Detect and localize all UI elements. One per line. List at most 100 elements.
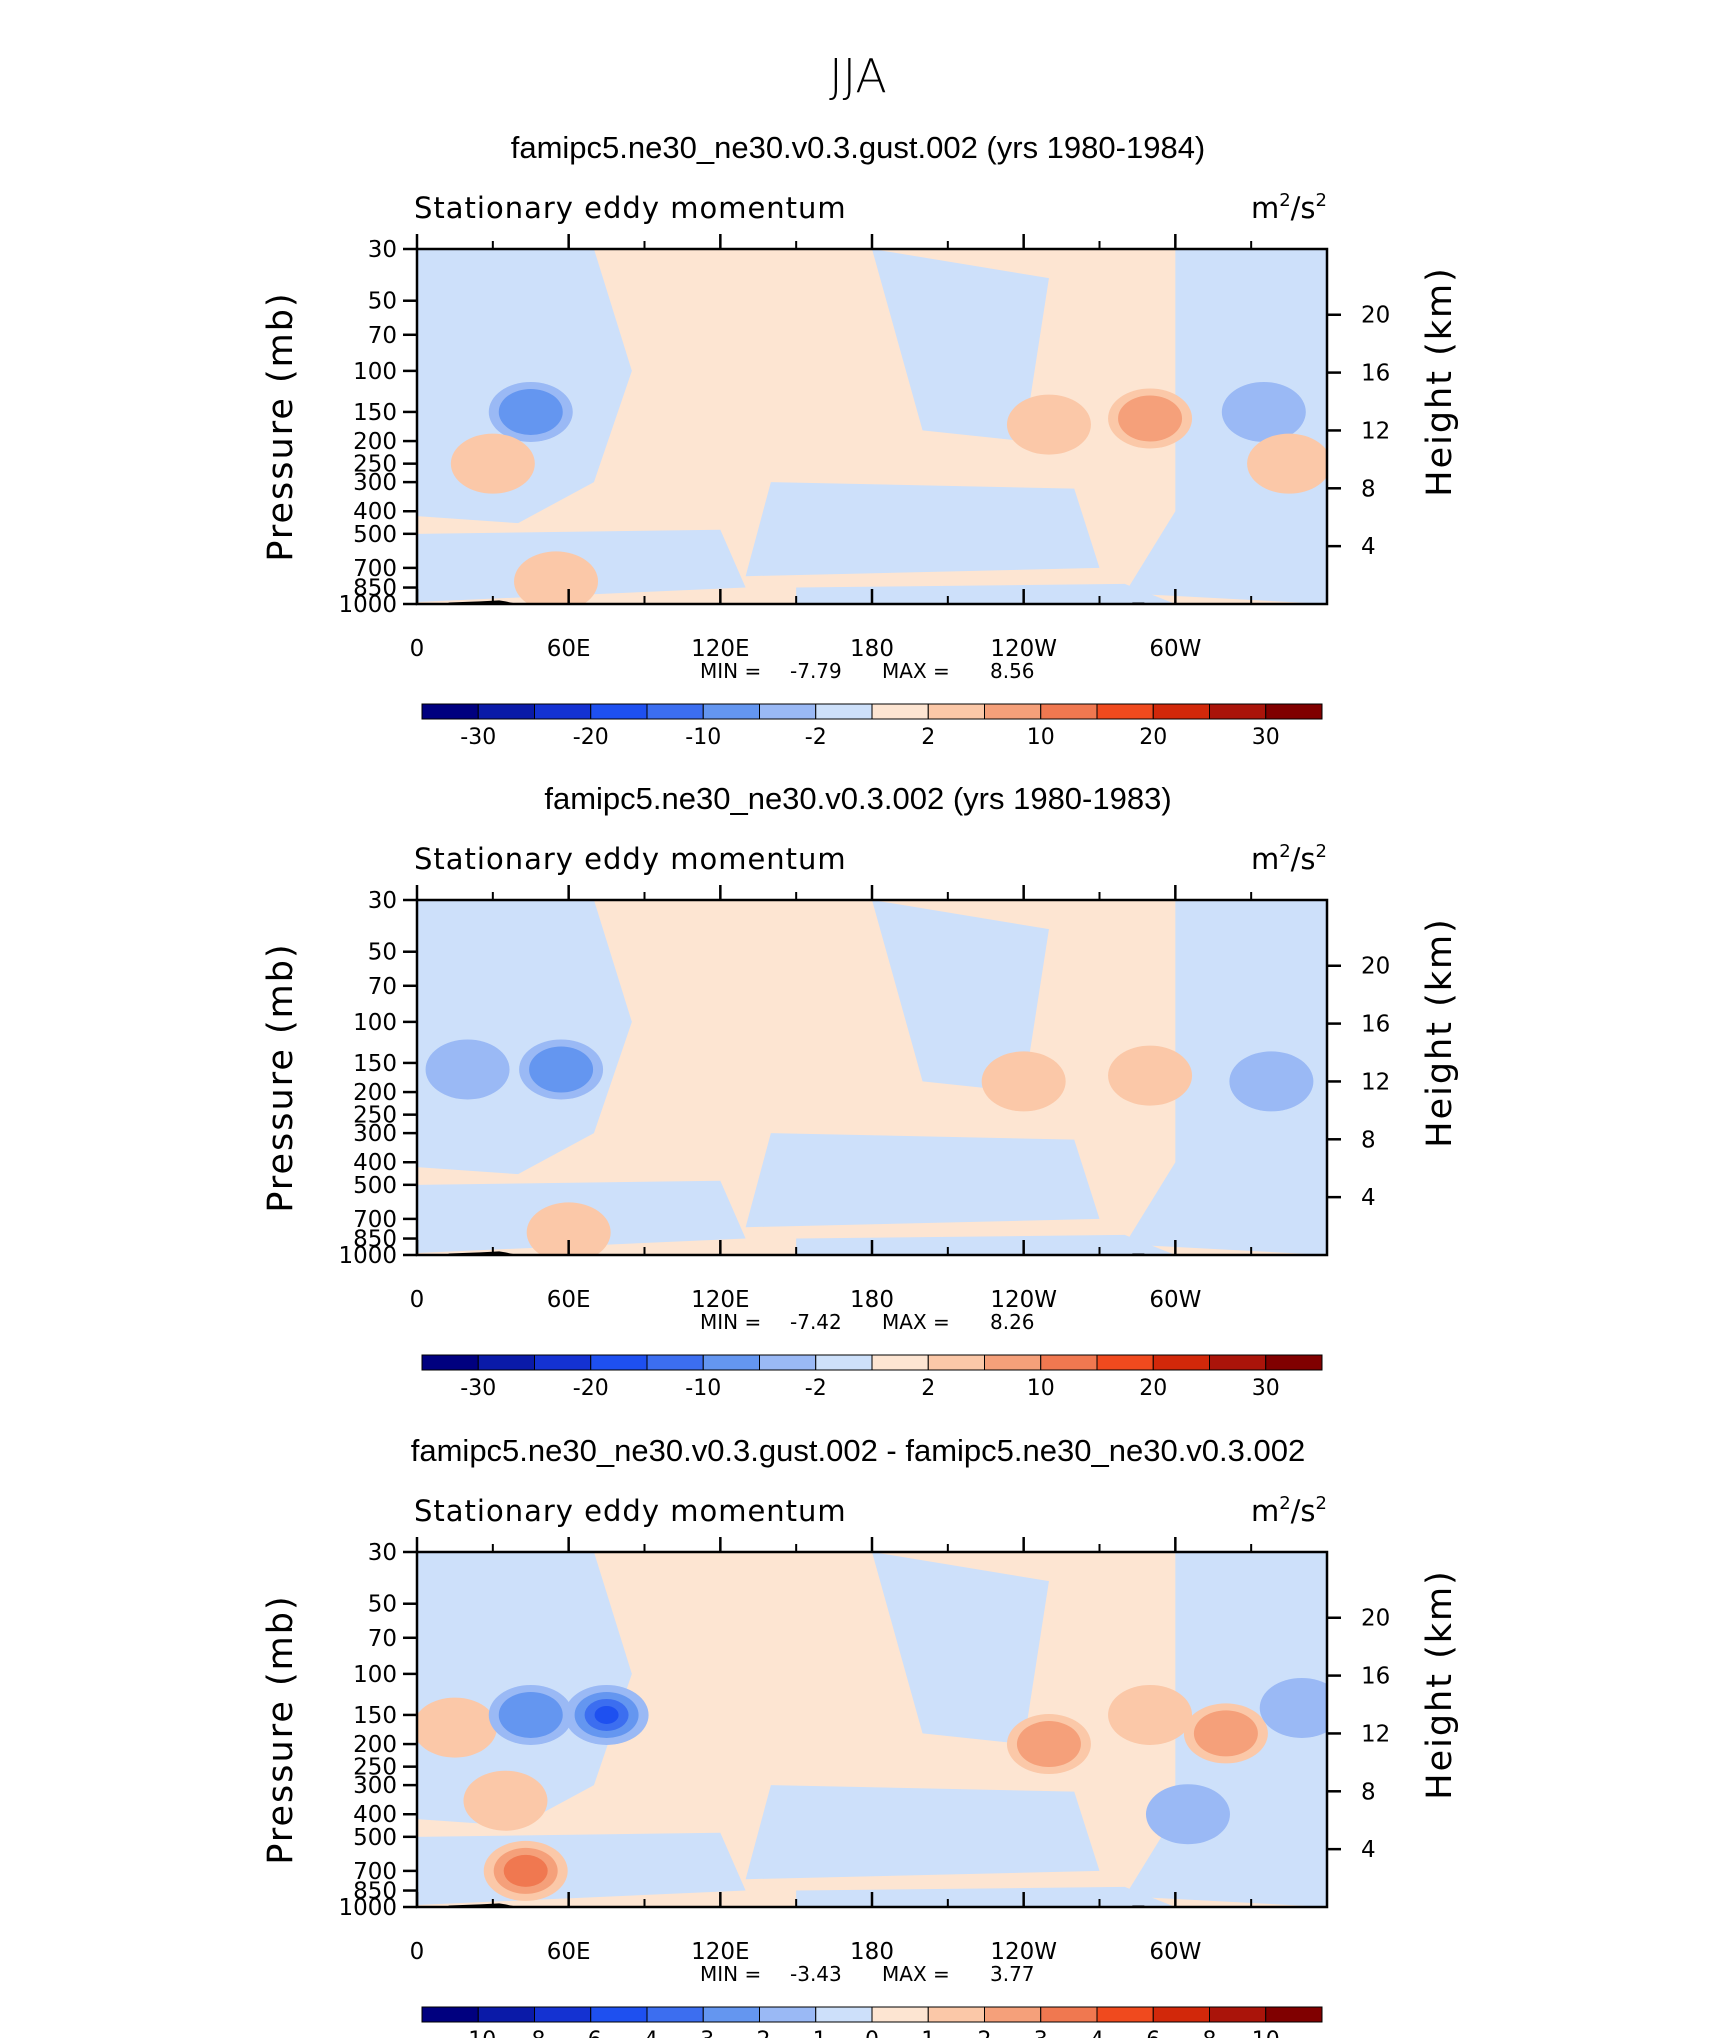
colorbar-swatch xyxy=(1096,1354,1154,1371)
colorbar-label: -2 xyxy=(749,2028,771,2038)
colorbar-swatch xyxy=(1152,1354,1210,1371)
colorbar-swatch xyxy=(984,1354,1042,1371)
x-tick-label: 60E xyxy=(547,1287,591,1313)
units-label: m2/s2 xyxy=(1251,1493,1327,1528)
colorbar-swatch xyxy=(646,2006,704,2023)
colorbar-label: -30 xyxy=(460,1376,496,1401)
max-label: MAX = xyxy=(882,1310,950,1334)
colorbar-label: -3 xyxy=(692,2028,714,2038)
y-tick-label: 70 xyxy=(368,974,397,1000)
y-tick-label: 300 xyxy=(353,470,397,496)
colorbar-swatch xyxy=(759,2006,817,2023)
variable-label: Stationary eddy momentum xyxy=(414,1494,847,1528)
panel-title: famipc5.ne30_ne30.v0.3.002 (yrs 1980-198… xyxy=(544,781,1171,816)
colorbar-swatch xyxy=(702,703,760,720)
y-tick-label: 70 xyxy=(368,323,397,349)
y-tick-label: 30 xyxy=(368,237,397,263)
contour-feature xyxy=(1145,1784,1230,1845)
y-tick-label: 850 xyxy=(353,1227,397,1253)
contour-feature xyxy=(1229,1051,1314,1112)
min-label: MIN = xyxy=(700,1962,761,1986)
contour-field xyxy=(417,249,1327,604)
x-tick-label: 60W xyxy=(1149,1287,1201,1313)
y2-tick-label: 20 xyxy=(1361,303,1390,329)
colorbar-label: 30 xyxy=(1252,725,1280,750)
chart-panel-1: famipc5.ne30_ne30.v0.3.gust.002 (yrs 198… xyxy=(261,130,1460,750)
colorbar-swatch xyxy=(1265,703,1323,720)
y2-tick-label: 16 xyxy=(1361,1664,1390,1690)
max-value: 3.77 xyxy=(990,1962,1035,1986)
y-tick-label: 150 xyxy=(353,1051,397,1077)
contour-feature xyxy=(1193,1710,1258,1757)
y-tick-label: 50 xyxy=(368,289,397,315)
y-tick-label: 300 xyxy=(353,1121,397,1147)
y2-tick-label: 16 xyxy=(1361,361,1390,387)
colorbar-swatch xyxy=(590,1354,648,1371)
colorbar-swatch xyxy=(477,1354,535,1371)
min-label: MIN = xyxy=(700,1310,761,1334)
colorbar-swatch xyxy=(590,2006,648,2023)
contour-feature xyxy=(1259,1677,1327,1738)
colorbar-swatch xyxy=(421,2006,479,2023)
negative-region xyxy=(417,900,632,1175)
colorbar-swatch xyxy=(984,703,1042,720)
colorbar-swatch xyxy=(534,1354,592,1371)
contour-feature xyxy=(1016,1721,1081,1768)
colorbar-label: -10 xyxy=(460,2028,496,2038)
colorbar-label: 20 xyxy=(1139,1376,1167,1401)
x-tick-label: 0 xyxy=(410,1939,425,1965)
contour-feature xyxy=(498,1691,563,1738)
colorbar-swatch xyxy=(927,1354,985,1371)
colorbar-label: 8 xyxy=(1203,2028,1217,2038)
x-tick-label: 60W xyxy=(1149,1939,1201,1965)
negative-region xyxy=(796,583,1176,604)
x-tick-label: 120W xyxy=(990,636,1057,662)
y2-axis-title: Height (km) xyxy=(1420,266,1460,497)
colorbar-swatch xyxy=(646,703,704,720)
y-tick-label: 1000 xyxy=(338,1243,397,1269)
y-tick-label: 850 xyxy=(353,1879,397,1905)
colorbar-label: 2 xyxy=(921,725,935,750)
contour-field xyxy=(417,1552,1327,1907)
colorbar-swatch xyxy=(1152,2006,1210,2023)
y-tick-label: 50 xyxy=(368,940,397,966)
colorbar-label: -8 xyxy=(524,2028,546,2038)
colorbar-swatch xyxy=(984,2006,1042,2023)
colorbar-swatch xyxy=(871,2006,929,2023)
y2-tick-label: 4 xyxy=(1361,1185,1376,1211)
contour-feature xyxy=(503,1854,548,1887)
y2-tick-label: 16 xyxy=(1361,1012,1390,1038)
y-tick-label: 700 xyxy=(353,1207,397,1233)
contour-feature xyxy=(450,433,535,494)
y2-tick-label: 20 xyxy=(1361,1606,1390,1632)
max-value: 8.26 xyxy=(990,1310,1035,1334)
y-tick-label: 200 xyxy=(353,429,397,455)
colorbar-label: 6 xyxy=(1146,2028,1160,2038)
negative-region xyxy=(796,1886,1176,1907)
y2-tick-label: 4 xyxy=(1361,1837,1376,1863)
contour-feature xyxy=(514,551,599,604)
x-tick-label: 120W xyxy=(990,1287,1057,1313)
y-tick-label: 1000 xyxy=(338,1895,397,1921)
contour-feature xyxy=(425,1039,510,1100)
x-tick-label: 120W xyxy=(990,1939,1057,1965)
colorbar-label: 30 xyxy=(1252,1376,1280,1401)
colorbar-label: 10 xyxy=(1027,725,1055,750)
y-tick-label: 400 xyxy=(353,1150,397,1176)
colorbar-label: -10 xyxy=(685,725,721,750)
colorbar-label: 4 xyxy=(1090,2028,1104,2038)
colorbar-swatch xyxy=(1209,1354,1267,1371)
colorbar-label: 2 xyxy=(978,2028,992,2038)
colorbar-swatch xyxy=(759,703,817,720)
y-tick-label: 850 xyxy=(353,576,397,602)
contour-feature xyxy=(526,1202,611,1255)
panel-title: famipc5.ne30_ne30.v0.3.gust.002 - famipc… xyxy=(411,1433,1306,1468)
y-tick-label: 250 xyxy=(353,452,397,478)
negative-region xyxy=(745,1133,1100,1228)
x-tick-label: 120E xyxy=(691,636,749,662)
contour-feature xyxy=(594,1705,619,1724)
y2-tick-label: 8 xyxy=(1361,1779,1376,1805)
colorbar-swatch xyxy=(1040,1354,1098,1371)
negative-region xyxy=(1124,249,1327,604)
